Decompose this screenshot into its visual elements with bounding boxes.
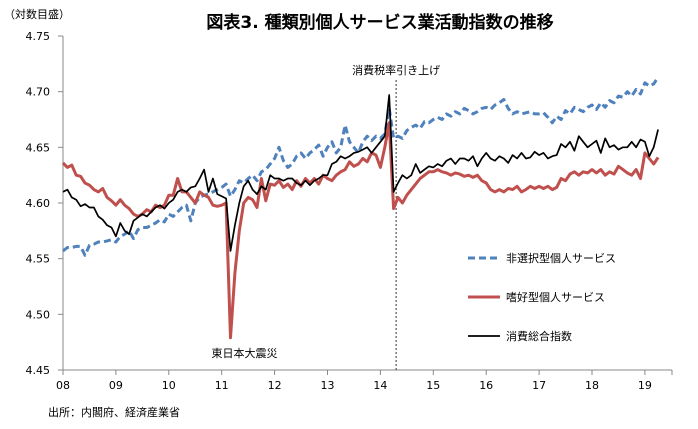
x-tick-label: 15 [426,379,440,392]
legend-label-1: 嗜好型個人サービス [506,290,605,304]
legend-label-0: 非選択型個人サービス [506,251,616,265]
y-tick-label: 4.50 [26,308,51,321]
x-tick-label: 18 [585,379,599,392]
x-tick-label: 11 [215,379,229,392]
y-tick-label: 4.55 [26,253,51,266]
axes: 4.45 4.50 4.55 4.60 4.65 4.70 4.75 08 09 10 11 12 13… [26,30,673,392]
annotation-tax-hike: 消費税率引き上げ [352,63,440,77]
y-tick-label: 4.75 [26,30,51,43]
legend-label-2: 消費総合指数 [506,329,572,343]
series-line-0 [62,76,660,257]
chart-title: 図表3. 種類別個人サービス業活動指数の推移 [206,12,553,33]
x-tick-label: 10 [162,379,176,392]
x-tick-label: 14 [373,379,387,392]
x-tick-label: 17 [532,379,546,392]
x-tick-label: 16 [479,379,493,392]
source-note: 出所：内閣府、経済産業省 [48,405,180,419]
series-lines [61,76,660,340]
annotation-earthquake: 東日本大震災 [212,346,278,360]
x-tick-label: 13 [321,379,335,392]
x-tick-label: 12 [268,379,282,392]
y-tick-label: 4.45 [26,364,51,377]
y-axis-label: （対数目盛） [4,7,70,21]
y-tick-label: 4.65 [26,141,51,154]
x-tick-label: 09 [109,379,123,392]
y-tick-label: 4.60 [26,197,51,210]
series-line-2 [62,94,659,252]
y-tick-label: 4.70 [26,86,51,99]
x-tick-label: 08 [56,379,70,392]
series-line-1 [61,121,660,340]
x-tick-label: 19 [638,379,652,392]
